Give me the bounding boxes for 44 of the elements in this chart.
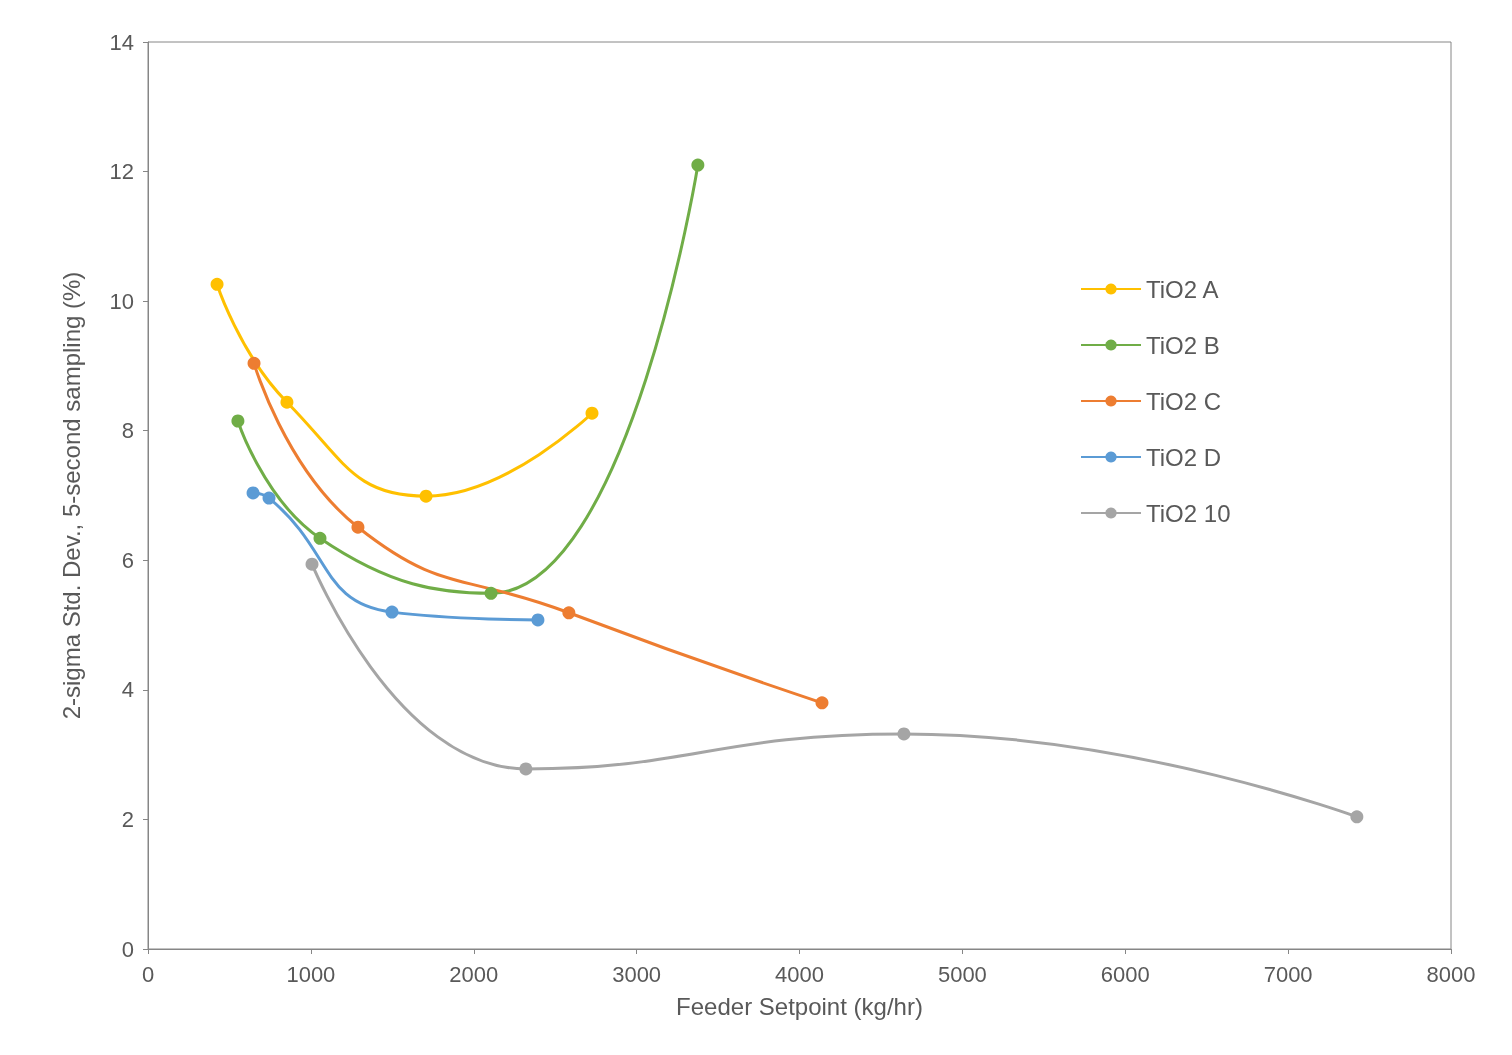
- x-axis-title: Feeder Setpoint (kg/hr): [676, 992, 923, 1020]
- point: [262, 491, 276, 505]
- point: [313, 531, 327, 545]
- point: [585, 406, 599, 420]
- point: [419, 489, 433, 503]
- point: [484, 586, 498, 600]
- y-axis-title: 2-sigma Std. Dev., 5-second sampling (%): [57, 271, 85, 720]
- y-tick-label: 6: [121, 547, 134, 573]
- y-tick-label: 8: [121, 418, 134, 444]
- point: [562, 606, 576, 620]
- x-tick-label: 2000: [449, 961, 499, 987]
- point: [210, 277, 224, 291]
- y-tick-label: 2: [121, 806, 134, 832]
- legend-label: TiO2 10: [1146, 499, 1231, 527]
- point: [531, 613, 545, 627]
- point: [247, 356, 261, 370]
- legend-label: TiO2 D: [1146, 443, 1222, 471]
- x-tick-label: 7000: [1263, 961, 1313, 987]
- x-tick-label: 5000: [937, 961, 987, 987]
- legend-label: TiO2 C: [1146, 387, 1222, 415]
- point: [385, 605, 399, 619]
- x-tick-label: 1000: [286, 961, 336, 987]
- x-tick-label: 3000: [612, 961, 662, 987]
- point: [897, 727, 911, 741]
- x-tick-label: 8000: [1426, 961, 1476, 987]
- x-tick-label: 0: [141, 961, 155, 987]
- point: [351, 520, 365, 534]
- point: [280, 395, 294, 409]
- x-tick-label: 4000: [775, 961, 824, 987]
- y-tick-label: 12: [109, 159, 134, 185]
- point: [519, 762, 533, 776]
- point: [231, 414, 245, 428]
- y-tick-label: 14: [109, 29, 134, 55]
- x-tick-label: 6000: [1100, 961, 1150, 987]
- point: [691, 158, 705, 172]
- point: [1350, 810, 1364, 824]
- y-tick-label: 4: [121, 677, 134, 703]
- legend-label: TiO2 B: [1146, 331, 1220, 359]
- point: [305, 557, 319, 571]
- point: [815, 696, 829, 710]
- point: [246, 486, 260, 500]
- y-tick-label: 10: [109, 288, 134, 314]
- y-tick-label: 0: [121, 936, 134, 962]
- legend-label: TiO2 A: [1146, 275, 1219, 303]
